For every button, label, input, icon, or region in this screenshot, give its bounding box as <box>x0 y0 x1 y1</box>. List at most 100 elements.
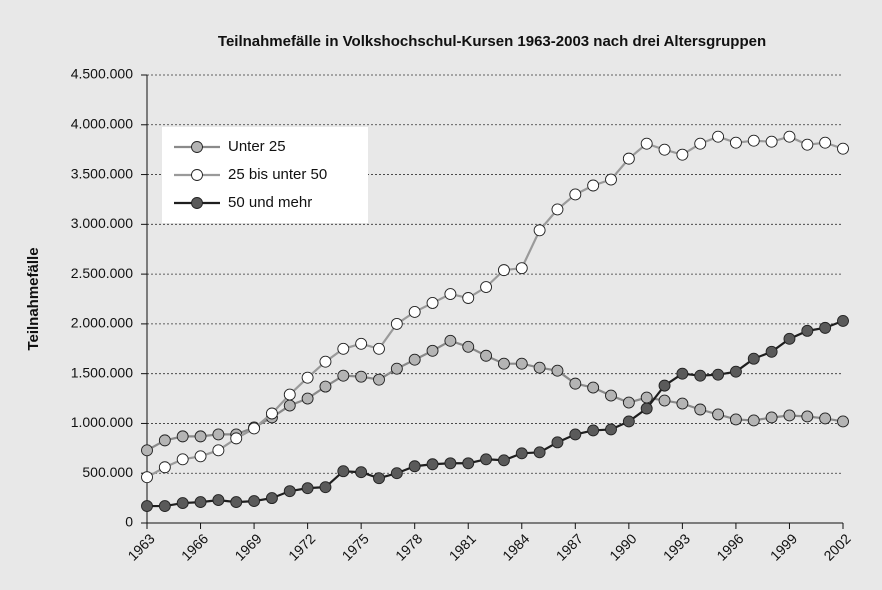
data-point <box>248 495 261 508</box>
data-point <box>837 142 849 155</box>
legend-marker <box>191 197 203 209</box>
data-point <box>622 152 635 165</box>
data-point <box>587 424 600 437</box>
data-point <box>373 342 385 355</box>
data-point <box>622 396 635 409</box>
data-point <box>426 458 439 471</box>
data-point <box>533 361 546 374</box>
data-point <box>801 324 814 337</box>
data-point <box>283 399 296 412</box>
data-point <box>230 496 243 509</box>
data-point <box>515 447 528 460</box>
y-tick-label: 4.500.000 <box>71 66 133 82</box>
series-line <box>146 339 844 452</box>
data-point <box>230 432 243 445</box>
data-point <box>837 314 849 327</box>
data-point <box>676 367 689 380</box>
data-point <box>373 472 385 485</box>
data-point <box>640 137 653 150</box>
data-point <box>605 423 617 436</box>
data-point <box>390 362 403 375</box>
data-point <box>301 482 314 495</box>
data-point <box>158 461 171 474</box>
data-point <box>640 402 653 415</box>
data-point <box>605 173 617 186</box>
data-point <box>194 430 207 443</box>
legend-label: 25 bis unter 50 <box>228 166 327 183</box>
data-point <box>141 471 153 484</box>
data-point <box>783 332 796 345</box>
data-point <box>569 428 582 441</box>
data-point <box>587 381 600 394</box>
data-point <box>355 337 368 350</box>
y-tick-label: 3.000.000 <box>71 215 133 231</box>
data-point <box>694 369 707 382</box>
series-line <box>146 135 844 479</box>
data-point <box>301 371 314 384</box>
data-point <box>801 410 814 423</box>
data-point <box>444 457 457 470</box>
data-point <box>712 408 725 421</box>
data-point <box>426 344 439 357</box>
data-point <box>158 500 171 513</box>
data-point <box>337 369 350 382</box>
y-tick-label: 1.500.000 <box>71 364 133 380</box>
legend-marker <box>191 169 203 181</box>
data-point <box>337 465 350 478</box>
data-point <box>819 136 832 149</box>
data-point <box>676 397 689 410</box>
data-point <box>319 380 332 393</box>
legend-marker <box>191 141 203 153</box>
legend-label: 50 und mehr <box>228 194 312 211</box>
data-point <box>480 349 493 362</box>
data-point <box>480 281 493 294</box>
y-tick-label: 0 <box>125 514 133 530</box>
y-tick-label: 500.000 <box>82 464 133 480</box>
y-tick-label: 2.000.000 <box>71 315 133 331</box>
data-point <box>515 262 528 275</box>
data-point <box>765 411 778 424</box>
data-point <box>569 377 582 390</box>
data-point <box>426 297 439 309</box>
series-line <box>147 319 844 508</box>
data-point <box>194 496 207 509</box>
data-point <box>694 137 707 150</box>
data-point <box>837 415 849 428</box>
data-point <box>747 414 760 427</box>
data-point <box>729 365 742 378</box>
data-point <box>194 450 207 463</box>
y-tick-label: 4.000.000 <box>71 115 133 131</box>
data-point <box>801 138 814 151</box>
chart-title: Teilnahmefälle in Volkshochschul-Kursen … <box>218 33 766 50</box>
data-point <box>587 179 600 192</box>
data-point <box>212 494 225 507</box>
data-point <box>783 409 796 422</box>
data-point <box>176 497 189 510</box>
y-tick-label: 2.500.000 <box>71 265 133 281</box>
y-tick-label: 1.000.000 <box>71 414 133 430</box>
data-point <box>658 143 671 156</box>
data-point <box>533 224 546 237</box>
data-point <box>658 379 671 392</box>
data-point <box>515 357 528 370</box>
data-point <box>462 340 475 353</box>
data-point <box>658 394 671 407</box>
data-point <box>497 454 510 467</box>
y-tick-label: 3.500.000 <box>71 165 133 181</box>
data-point <box>212 428 225 441</box>
data-point <box>765 135 778 148</box>
data-point <box>622 415 635 428</box>
data-point <box>408 305 421 318</box>
data-point <box>265 492 278 505</box>
data-point <box>497 357 510 370</box>
data-point <box>569 188 582 201</box>
data-point <box>765 345 778 358</box>
data-point <box>141 500 153 513</box>
data-point <box>319 355 332 368</box>
data-point <box>158 434 171 447</box>
data-point <box>551 436 564 449</box>
data-point <box>248 422 261 435</box>
data-point <box>551 203 564 216</box>
data-point <box>390 467 403 480</box>
data-point <box>729 413 742 426</box>
